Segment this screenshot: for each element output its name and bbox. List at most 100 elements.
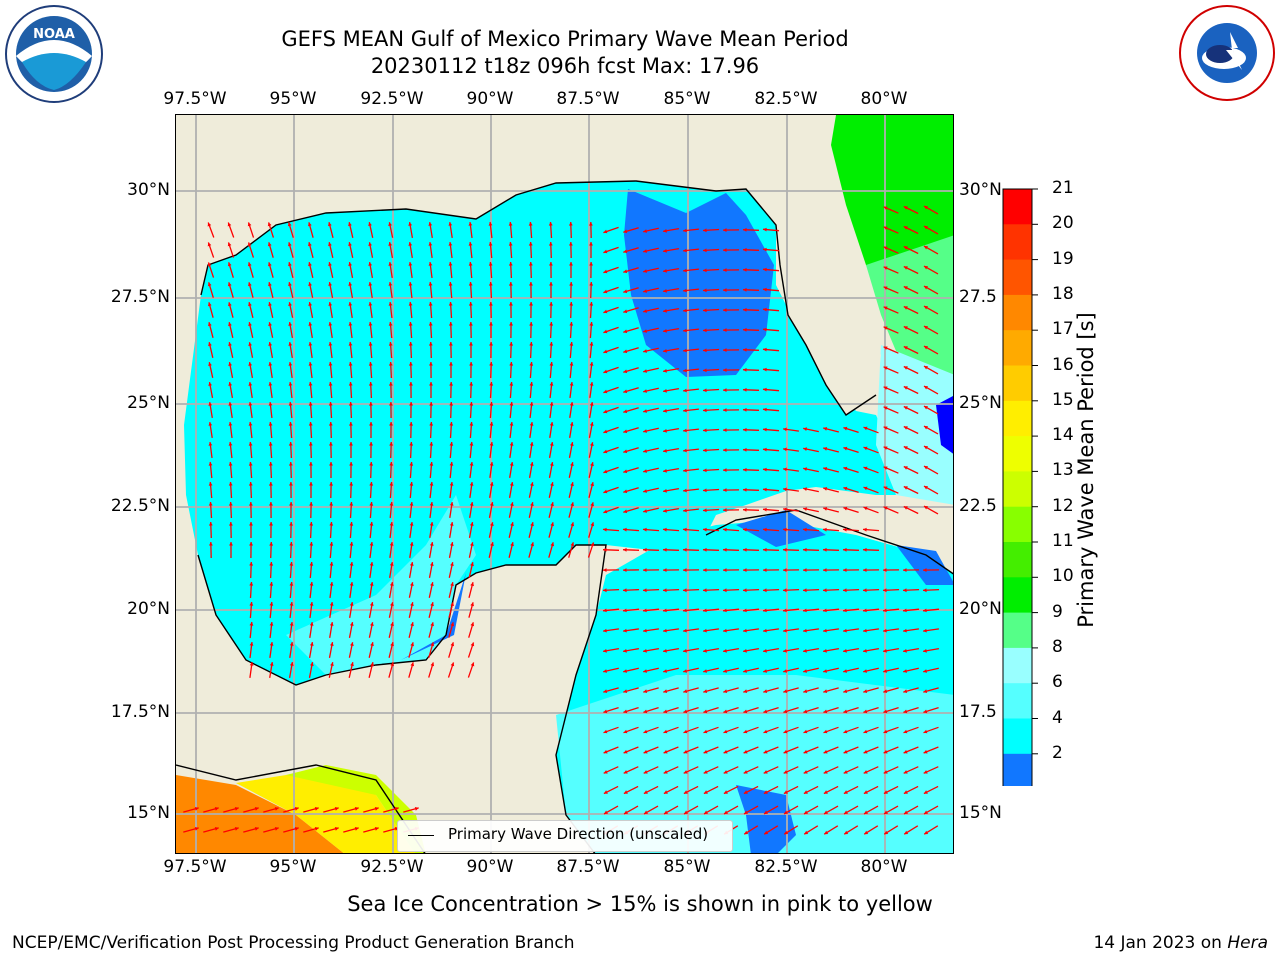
wave-arrow-head <box>449 382 453 386</box>
colorbar-tick-label: 16 <box>1052 354 1074 375</box>
wave-arrow-head <box>408 242 413 246</box>
wave-arrow-head <box>623 749 628 754</box>
wave-arrow-head <box>703 689 708 693</box>
wave-arrow-head <box>603 547 607 552</box>
wave-arrow-head <box>308 422 313 426</box>
wave-arrow-head <box>703 468 707 473</box>
wave-arrow-head <box>863 628 867 633</box>
wave-arrow-head <box>369 562 374 566</box>
wave-arrow-head <box>428 222 433 226</box>
wave-arrow-head <box>763 568 767 572</box>
wave-arrow-head <box>429 502 434 506</box>
wave-arrow-head <box>783 568 787 572</box>
coastline <box>176 180 953 853</box>
wave-arrow-head <box>703 770 708 774</box>
wave-arrow-head <box>570 442 574 446</box>
wave-arrow-head <box>430 622 434 627</box>
wave-arrow-head <box>683 648 687 653</box>
wave-arrow-head <box>623 489 628 494</box>
wave-arrow-head <box>723 348 727 352</box>
wave-arrow-head <box>268 302 272 306</box>
wave-arrow-head <box>823 709 828 714</box>
wave-arrow-head <box>903 426 908 430</box>
wave-arrow-head <box>903 669 907 673</box>
wave-arrow-head <box>784 810 788 814</box>
wave-arrow-head <box>903 749 908 754</box>
wave-arrow-head <box>743 669 747 673</box>
wave-arrow-head <box>429 362 433 366</box>
wave-arrow-head <box>589 342 594 346</box>
wave-arrow-head <box>269 522 273 526</box>
wave-arrow-head <box>923 628 927 633</box>
wave-arrow-head <box>763 347 767 352</box>
wave-arrow-head <box>683 709 688 714</box>
wave-arrow-head <box>350 642 354 646</box>
map-legend: Primary Wave Direction (unscaled) <box>397 820 733 852</box>
wave-arrow-head <box>428 302 433 306</box>
wave-arrow-head <box>663 689 668 693</box>
colorbar-swatch <box>1003 294 1032 331</box>
wave-arrow-head <box>348 382 353 386</box>
deep-blue-caribbean <box>736 785 796 853</box>
wave-arrow-head <box>703 408 707 413</box>
wave-arrow-head <box>269 542 274 546</box>
lon-label-bottom: 95°W <box>269 857 317 877</box>
wave-arrow-head <box>663 547 667 552</box>
wave-arrow-head <box>763 669 767 673</box>
wave-arrow-head <box>569 402 574 406</box>
wave-arrow-head <box>328 242 332 247</box>
wave-arrow-head <box>683 288 687 293</box>
wave-arrow-head <box>508 282 513 286</box>
wave-arrow-head <box>924 266 928 270</box>
wave-arrow-head <box>428 322 433 326</box>
wave-arrow-head <box>763 447 767 452</box>
wave-arrow-head <box>723 428 727 432</box>
wave-arrow-head <box>903 689 908 693</box>
wave-arrow-head <box>390 662 394 667</box>
wave-arrow-head <box>269 622 274 626</box>
wave-arrow-head <box>408 342 413 346</box>
wave-arrow-head <box>269 662 274 666</box>
wave-arrow-head <box>248 342 252 346</box>
wave-arrow-head <box>743 709 748 714</box>
wave-arrow-head <box>267 242 272 247</box>
wave-arrow-head <box>703 729 708 734</box>
wave-arrow-head <box>803 648 807 653</box>
wave-arrow-head <box>723 308 727 312</box>
wave-arrow-head <box>663 428 667 433</box>
colorbar-tick-label: 10 <box>1052 566 1074 587</box>
wave-arrow-head <box>643 749 648 754</box>
wave-direction-arrows <box>183 205 940 835</box>
wave-arrow-head <box>389 442 394 446</box>
wave-arrow-head <box>428 242 433 246</box>
wave-arrow-head <box>369 442 373 446</box>
wave-arrow-head <box>227 262 232 267</box>
wave-arrow-head <box>449 462 454 466</box>
colorbar-tick-label: 17 <box>1052 319 1074 340</box>
wave-arrow-head <box>643 489 647 493</box>
wave-arrow-head <box>683 568 687 572</box>
wave-arrow-head <box>314 827 319 831</box>
colorbar-outline <box>1002 188 1033 786</box>
footer-machine: Hera <box>1227 933 1268 953</box>
wave-arrow-head <box>603 429 608 434</box>
colorbar-swatch <box>1003 577 1032 614</box>
wave-arrow-head <box>489 362 494 366</box>
wave-arrow-head <box>470 562 474 567</box>
wave-arrow-head <box>389 502 394 506</box>
wave-arrow-head <box>369 502 374 506</box>
wave-arrow-head <box>247 242 252 247</box>
wave-arrow-head <box>803 588 807 593</box>
wave-arrow-head <box>388 242 393 246</box>
wave-arrow-head <box>207 262 212 267</box>
wave-arrow-head <box>723 408 727 412</box>
wave-arrow-head <box>329 542 334 546</box>
wave-arrow-head <box>603 389 608 394</box>
wave-arrow-head <box>763 227 767 232</box>
wave-arrow-head <box>803 770 808 774</box>
lat-label-right: 22.5 <box>959 496 997 516</box>
wave-arrow-head <box>884 810 888 814</box>
wave-arrow-head <box>663 288 667 293</box>
wave-arrow-head <box>267 222 272 227</box>
wave-arrow-head <box>227 242 232 247</box>
